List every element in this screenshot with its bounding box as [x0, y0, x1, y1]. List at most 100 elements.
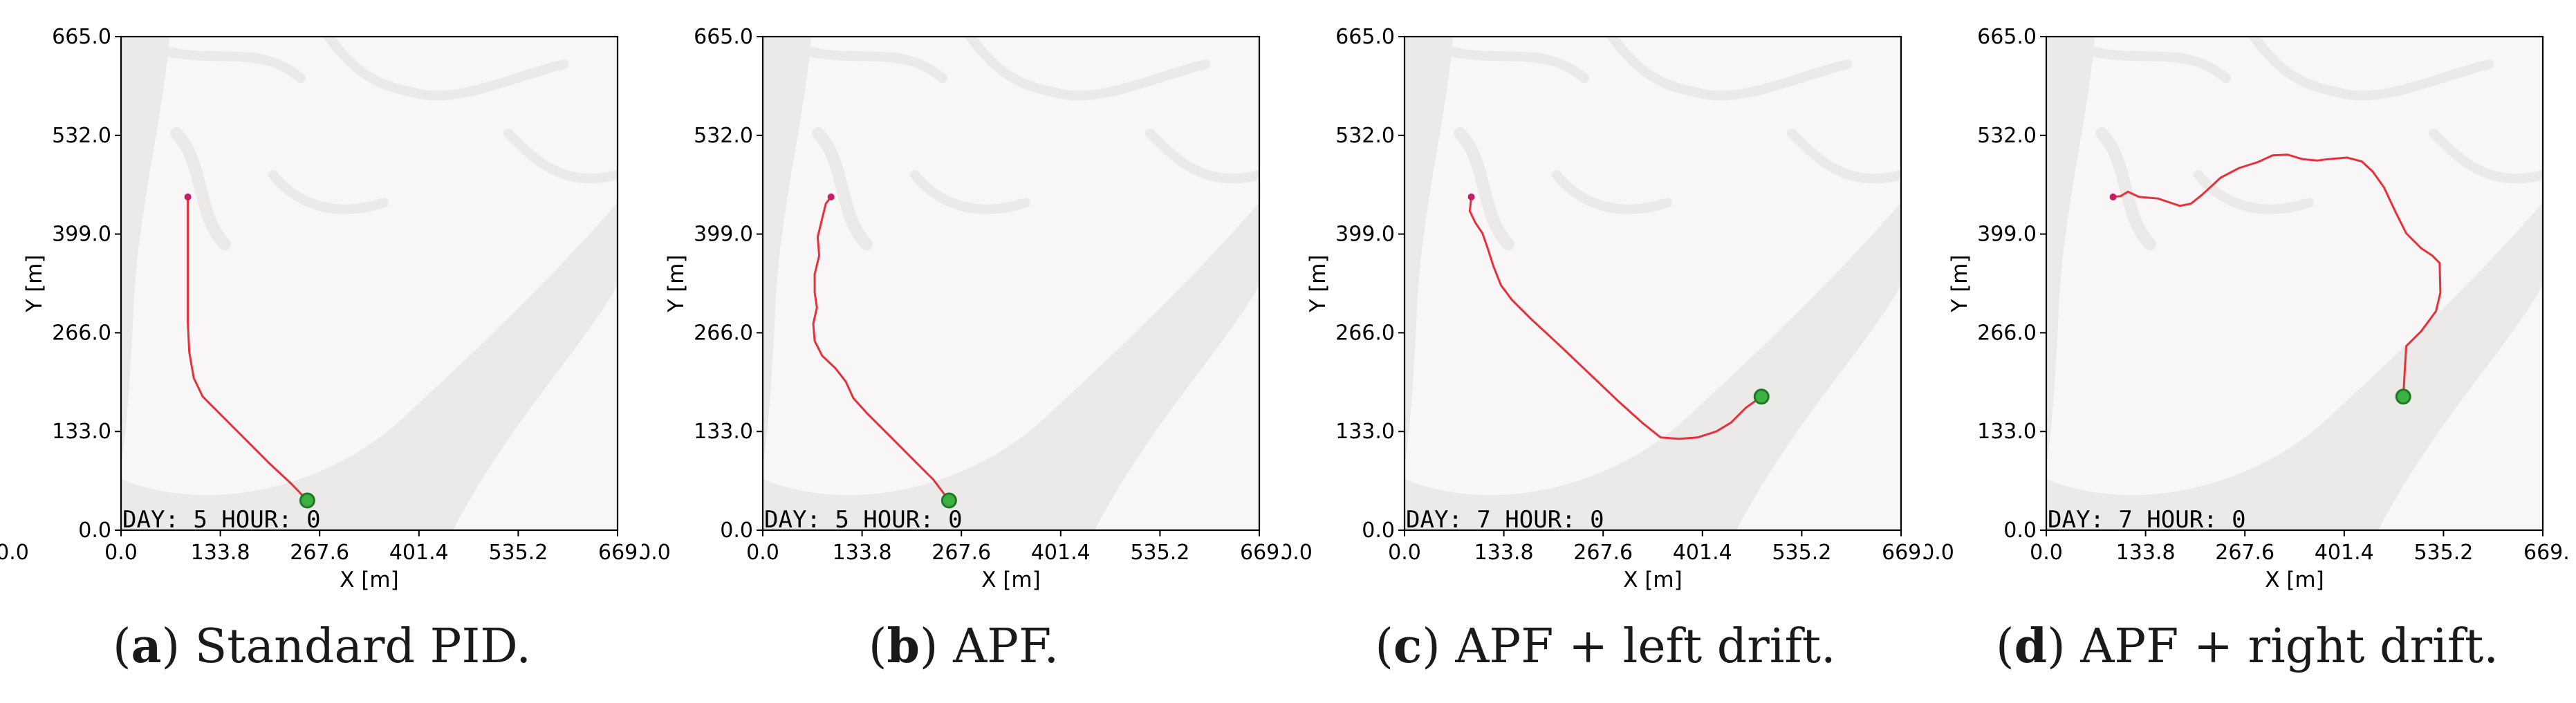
y-tick-label: 266.0	[694, 321, 753, 345]
clipped-tick-label: 0.0	[1284, 541, 1313, 565]
x-tick-label: 401.4	[1031, 541, 1091, 565]
y-axis-label: Y [m]	[1306, 254, 1331, 312]
y-tick-label: 266.0	[52, 321, 111, 345]
y-tick-label: 665.0	[1977, 25, 2037, 49]
y-tick-label: 266.0	[1335, 321, 1395, 345]
caption-text: Standard PID.	[194, 619, 532, 674]
trajectory-line	[1468, 196, 1763, 440]
caption-letter: a	[131, 619, 162, 674]
goal-point	[940, 492, 957, 509]
goal-point	[299, 492, 315, 509]
panel-caption: (d) APF + right drift.	[1996, 619, 2499, 674]
y-tick-label: 133.0	[52, 420, 111, 444]
x-tick-label: 0.0	[746, 541, 779, 565]
panel-b: 0.0 133.0 266.0 399.0 532.0 665.0 0.0 133.8 267.…	[642, 0, 1286, 703]
panel-caption: (b) APF.	[868, 619, 1059, 674]
start-point	[184, 193, 192, 200]
chart-svg: 0.0 133.0 266.0 399.0 532.0 665.0 0.0 133.8 267.…	[1925, 25, 2569, 592]
chart-svg: 0.0 133.0 266.0 399.0 532.0 665.0 0.0 133.8 267.…	[1284, 25, 1927, 592]
x-tick-label: 0.0	[1388, 541, 1421, 565]
y-tick-label: 133.0	[694, 420, 753, 444]
x-axis-label: X [m]	[340, 568, 398, 592]
y-tick-label: 532.0	[1335, 124, 1395, 148]
axes-frame	[120, 35, 619, 532]
x-tick-label: 669.	[598, 541, 644, 565]
y-tick-label: 0.0	[2003, 518, 2037, 543]
panel-d: 0.0 133.0 266.0 399.0 532.0 665.0 0.0 133.8 267.…	[1925, 0, 2569, 703]
start-point	[2109, 193, 2117, 200]
caption-text: APF + right drift.	[2080, 619, 2499, 674]
y-axis-label: Y [m]	[22, 254, 47, 312]
x-tick-label: 133.8	[2116, 541, 2176, 565]
x-tick-label: 133.8	[191, 541, 250, 565]
panel-c: 0.0 133.0 266.0 399.0 532.0 665.0 0.0 133.8 267.…	[1284, 0, 1927, 703]
x-tick-label: 267.6	[290, 541, 349, 565]
y-tick-label: 133.0	[1335, 420, 1395, 444]
y-tick-label: 0.0	[78, 518, 111, 543]
clipped-tick-label: 0.0	[642, 541, 671, 565]
x-tick-label: 267.6	[1573, 541, 1633, 565]
x-tick-label: 0.0	[2030, 541, 2063, 565]
y-tick-label: 266.0	[1977, 321, 2037, 345]
axes-frame	[1403, 35, 1902, 532]
trajectory-line	[187, 196, 308, 502]
panel-caption: (c) APF + left drift.	[1375, 619, 1836, 674]
start-point	[1467, 193, 1475, 200]
caption-text: APF + left drift.	[1455, 619, 1836, 674]
panel-caption: (a) Standard PID.	[112, 619, 532, 674]
x-tick-label: 535.2	[1772, 541, 1831, 565]
x-tick-label: 669.	[2523, 541, 2569, 565]
axes-frame	[2045, 35, 2544, 532]
panel-a: 0.0 133.0 266.0 399.0 532.0 665.0 0.0 133.8 267.…	[0, 0, 644, 703]
caption-letter: d	[2014, 619, 2048, 674]
clipped-tick-label: 0.0	[1925, 541, 1954, 565]
y-tick-label: 532.0	[694, 124, 753, 148]
y-tick-label: 399.0	[694, 223, 753, 247]
x-tick-label: 267.6	[2215, 541, 2274, 565]
y-tick-label: 665.0	[1335, 25, 1395, 49]
goal-point	[2395, 388, 2411, 405]
terrain-map	[1405, 37, 1901, 530]
x-axis-label: X [m]	[2265, 568, 2324, 592]
x-tick-label: 669.	[1240, 541, 1286, 565]
x-tick-label: 267.6	[932, 541, 991, 565]
chart-svg: 0.0 133.0 266.0 399.0 532.0 665.0 0.0 133.8 267.…	[0, 25, 644, 592]
x-tick-label: 535.2	[1130, 541, 1189, 565]
y-tick-label: 532.0	[1977, 124, 2037, 148]
trajectory-line	[2113, 153, 2442, 397]
time-overlay: DAY: 5 HOUR: 0	[122, 506, 321, 534]
x-axis-label: X [m]	[981, 568, 1040, 592]
y-axis-label: Y [m]	[1947, 254, 1972, 312]
time-overlay: DAY: 5 HOUR: 0	[764, 506, 963, 534]
x-tick-label: 401.4	[2315, 541, 2374, 565]
axes-frame	[761, 35, 1261, 532]
x-tick-label: 133.8	[833, 541, 892, 565]
clipped-tick-label: 0.0	[0, 541, 29, 565]
x-tick-label: 401.4	[389, 541, 449, 565]
time-overlay: DAY: 7 HOUR: 0	[1406, 506, 1604, 534]
x-tick-label: 401.4	[1673, 541, 1732, 565]
y-tick-label: 399.0	[52, 223, 111, 247]
caption-text: APF.	[953, 619, 1059, 674]
y-tick-label: 133.0	[1977, 420, 2037, 444]
x-tick-label: 133.8	[1474, 541, 1534, 565]
y-tick-label: 0.0	[720, 518, 753, 543]
x-tick-label: 0.0	[104, 541, 138, 565]
y-axis-label: Y [m]	[664, 254, 689, 312]
terrain-map	[763, 37, 1259, 530]
terrain-map	[2046, 37, 2543, 530]
goal-point	[1753, 388, 1770, 405]
y-tick-label: 532.0	[52, 124, 111, 148]
x-tick-label: 535.2	[2413, 541, 2473, 565]
terrain-map	[121, 37, 618, 530]
caption-letter: c	[1393, 619, 1423, 674]
y-tick-label: 0.0	[1362, 518, 1395, 543]
x-axis-label: X [m]	[1623, 568, 1682, 592]
y-tick-label: 399.0	[1335, 223, 1395, 247]
x-tick-label: 669.	[1882, 541, 1927, 565]
time-overlay: DAY: 7 HOUR: 0	[2048, 506, 2246, 534]
x-tick-label: 535.2	[488, 541, 548, 565]
chart-svg: 0.0 133.0 266.0 399.0 532.0 665.0 0.0 133.8 267.…	[642, 25, 1286, 592]
y-tick-label: 399.0	[1977, 223, 2037, 247]
